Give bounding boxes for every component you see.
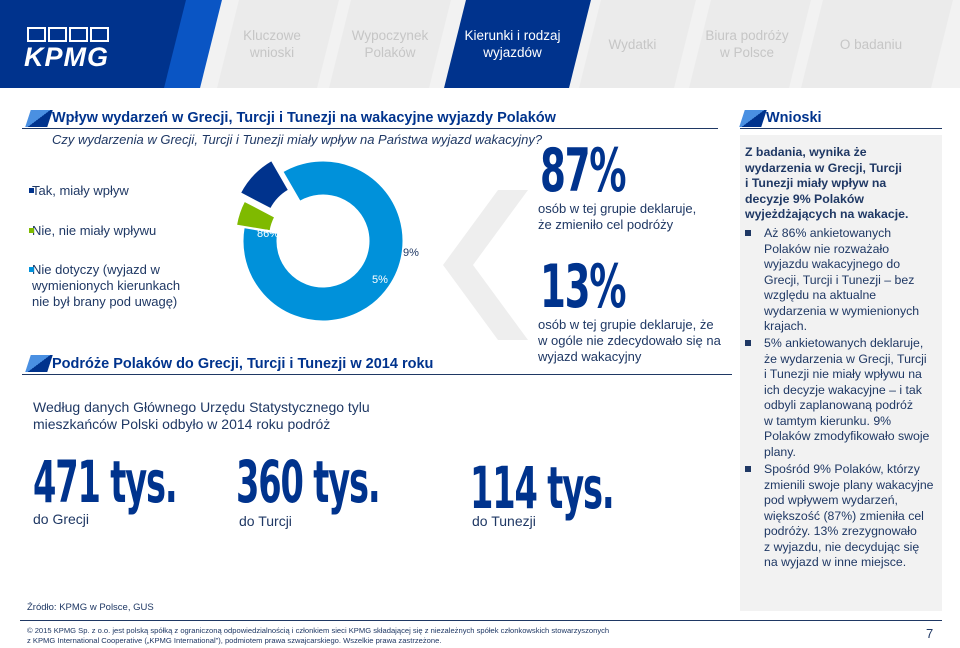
tab-kierunki-i-rodzaj-wyjazdow[interactable]: Kierunki i rodzaj wyjazdów: [464, 28, 561, 60]
donut-chart: 86% 5% 9%: [235, 159, 419, 322]
tab-wydatki[interactable]: Wydatki: [608, 36, 657, 52]
stat-87-value: 87%: [540, 136, 627, 206]
section-divider: [22, 374, 732, 375]
donut-slice-no: [235, 200, 276, 232]
section-marker-icon: [25, 110, 53, 127]
conclusion-bullet-5: 5% ankietowanych deklaruje, że wydarzeni…: [745, 336, 936, 460]
donut-label-86: 86%: [257, 228, 279, 240]
section-marker-icon: [739, 110, 767, 127]
legend-item-yes: Tak, miały wpływ: [29, 183, 129, 199]
kpmg-logo-icon: [27, 27, 109, 42]
stat-13-description: osób w tej grupie deklaruje, że w ogóle n…: [538, 317, 721, 364]
tab-wypoczynek-polakow[interactable]: Wypoczynek Polaków: [351, 28, 429, 60]
legend-item-no: Nie, nie miały wpływu: [29, 223, 156, 239]
trips-turkey-value: 360 tys.: [236, 448, 381, 516]
donut-label-9: 9%: [403, 247, 419, 259]
page-number: 7: [926, 626, 934, 641]
tab-kluczowe-wnioski[interactable]: Kluczowe wnioski: [243, 28, 301, 60]
kpmg-logo-text: KPMG: [24, 42, 109, 72]
conclusion-bullet-86: Aż 86% ankietowanych Polaków nie rozważa…: [745, 226, 936, 335]
gus-description: Według danych Głównego Urzędu Statystycz…: [33, 399, 370, 432]
donut-slice-yes: [239, 159, 290, 210]
footer-divider: [20, 620, 942, 621]
chevron-left-icon: [443, 190, 528, 340]
trips-greece-value: 471 tys.: [33, 448, 178, 516]
bullet-square-icon: [745, 340, 751, 346]
header-bar: KPMG Kluczowe wnioski Wypoczynek Polaków K…: [0, 0, 960, 88]
trips-tunisia-label: do Tunezji: [472, 513, 536, 529]
section-title-travel-2014: Podróże Polaków do Grecji, Turcji i Tune…: [52, 356, 434, 372]
stat-87-description: osób w tej grupie deklaruje, że zmieniło …: [538, 201, 697, 232]
legend-item-not-applicable: Nie dotyczy (wyjazd w wymienionych kieru…: [29, 262, 180, 310]
donut-label-5: 5%: [372, 274, 388, 286]
survey-question: Czy wydarzenia w Grecji, Turcji i Tunezj…: [52, 132, 543, 147]
conclusions-panel: [740, 135, 942, 611]
bullet-square-icon: [745, 466, 751, 472]
bullet-square-icon: [745, 230, 751, 236]
tab-o-badaniu[interactable]: O badaniu: [839, 36, 903, 52]
copyright-notice: © 2015 KPMG Sp. z o.o. jest polską spółk…: [27, 626, 610, 645]
conclusions-title: Wnioski: [766, 110, 822, 126]
stat-13-value: 13%: [540, 252, 627, 322]
trips-turkey-label: do Turcji: [239, 513, 292, 529]
section-title-impact: Wpływ wydarzeń w Grecji, Turcji i Tunezj…: [52, 110, 556, 126]
section-divider: [740, 128, 942, 129]
legend-swatch-no: [29, 228, 34, 233]
donut-slice-not-applicable: [242, 160, 404, 322]
tab-biura-podrozy[interactable]: Biura podróży w Polsce: [705, 28, 789, 60]
section-marker-icon: [25, 355, 53, 372]
source-note: Źródło: KPMG w Polsce, GUS: [27, 602, 154, 613]
legend-swatch-not-applicable: [29, 267, 34, 272]
section-divider: [22, 128, 718, 129]
trips-tunisia-value: 114 tys.: [470, 454, 615, 522]
conclusions-lead: Z badania, wynika że wydarzenia w Grecji…: [745, 145, 909, 221]
trips-greece-label: do Grecji: [33, 511, 90, 527]
conclusion-bullet-9: Spośród 9% Polaków, którzy zmienili swoj…: [745, 462, 936, 571]
legend-swatch-yes: [29, 188, 34, 193]
